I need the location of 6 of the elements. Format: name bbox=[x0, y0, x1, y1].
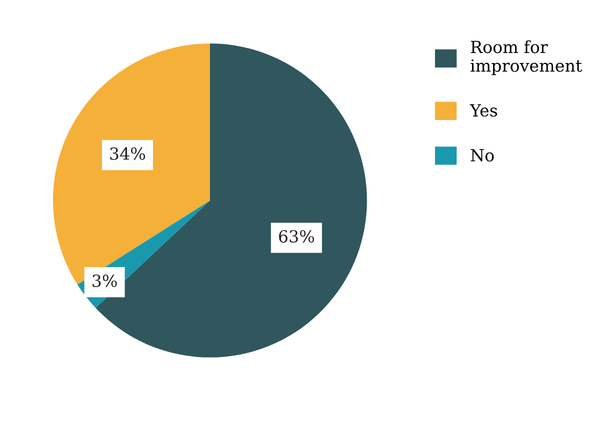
legend-label: Room for improvement bbox=[470, 40, 582, 76]
data-label: 63% bbox=[279, 230, 314, 243]
data-label: 3% bbox=[92, 274, 117, 288]
data-label: 34% bbox=[110, 147, 146, 160]
legend-label: Yes bbox=[470, 104, 498, 117]
legend-label: No bbox=[470, 149, 494, 162]
